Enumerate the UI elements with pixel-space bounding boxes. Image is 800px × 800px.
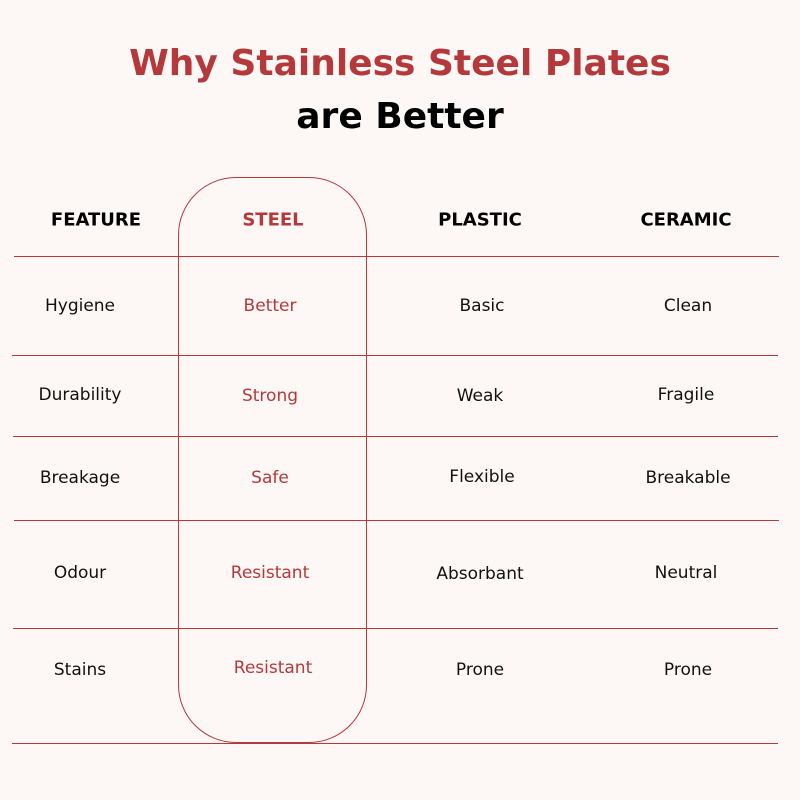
steel-hygiene: Better <box>243 296 297 316</box>
ceramic-odour: Neutral <box>654 563 718 583</box>
feature-breakage: Breakage <box>39 468 121 488</box>
feature-stains: Stains <box>53 660 107 680</box>
row-divider <box>12 355 778 356</box>
plastic-hygiene: Basic <box>459 296 505 316</box>
title-line-1: Why Stainless Steel Plates <box>129 43 671 84</box>
row-divider <box>12 743 778 744</box>
steel-column-highlight <box>178 177 367 743</box>
row-divider <box>13 628 778 629</box>
ceramic-breakage: Breakable <box>645 468 731 488</box>
header-ceramic: CERAMIC <box>640 209 732 231</box>
ceramic-hygiene: Clean <box>663 296 713 316</box>
steel-breakage: Safe <box>251 468 289 488</box>
feature-hygiene: Hygiene <box>44 296 116 316</box>
plastic-durability: Weak <box>456 386 504 406</box>
row-divider <box>14 520 779 521</box>
header-feature: FEATURE <box>50 209 142 231</box>
plastic-breakage: Flexible <box>449 467 515 487</box>
row-divider <box>13 436 778 437</box>
feature-odour: Odour <box>53 563 107 583</box>
row-divider <box>14 256 779 257</box>
steel-durability: Strong <box>241 386 299 406</box>
steel-odour: Resistant <box>230 563 310 583</box>
plastic-stains: Prone <box>455 660 505 680</box>
ceramic-durability: Fragile <box>657 385 715 405</box>
header-plastic: PLASTIC <box>438 209 522 231</box>
steel-stains: Resistant <box>233 658 313 678</box>
header-steel: STEEL <box>242 209 304 231</box>
feature-durability: Durability <box>38 385 122 405</box>
plastic-odour: Absorbant <box>436 564 524 584</box>
ceramic-stains: Prone <box>663 660 713 680</box>
title-line-2: are Better <box>296 96 504 137</box>
